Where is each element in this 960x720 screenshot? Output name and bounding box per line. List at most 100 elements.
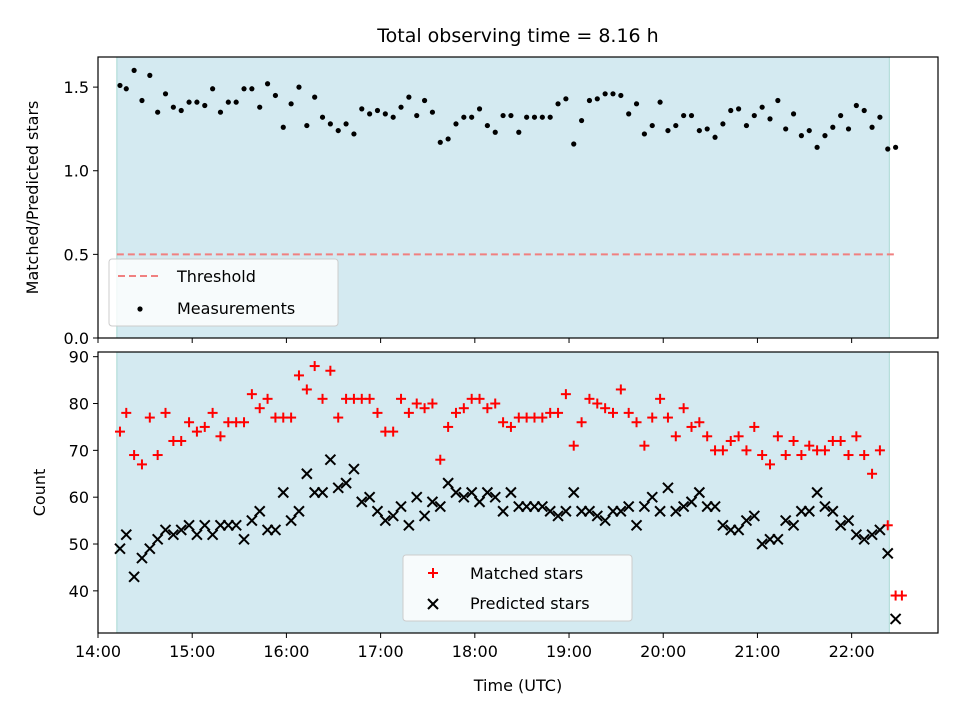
- measurement-point: [759, 104, 765, 110]
- predicted-point-b: [356, 496, 368, 508]
- matched-point: [435, 454, 446, 465]
- matched-point: [372, 407, 383, 418]
- predicted-point: [316, 486, 329, 499]
- predicted-point: [622, 500, 635, 513]
- predicted-point-b: [465, 486, 478, 499]
- matched-point: [121, 407, 132, 418]
- predicted-point-b: [834, 519, 847, 531]
- measurement-point: [657, 99, 663, 105]
- matched-point: [207, 407, 218, 418]
- measurement-point: [822, 133, 828, 139]
- predicted-point-b: [230, 519, 242, 531]
- matched-point: [788, 435, 799, 446]
- measurement-point: [783, 126, 789, 132]
- matched-point: [396, 393, 407, 404]
- predicted-point-b: [882, 547, 894, 560]
- predicted-point: [568, 486, 580, 499]
- predicted-point-b: [473, 496, 486, 508]
- predicted-point-b: [128, 571, 140, 583]
- predicted-point-b: [324, 454, 337, 466]
- bottom-y-tick-label: 40: [69, 582, 89, 601]
- predicted-point-b: [677, 500, 690, 513]
- measurement-point: [869, 124, 875, 130]
- bottom-legend: Matched stars Predicted stars: [402, 554, 633, 622]
- measurement-point: [453, 121, 459, 127]
- measurement-point: [186, 99, 192, 105]
- predicted-point: [363, 491, 376, 503]
- legend-matched-marker: [428, 568, 438, 578]
- matched-point: [615, 384, 626, 395]
- matched-point: [152, 450, 163, 461]
- x-tick-label: 18:00: [452, 642, 498, 661]
- measurement-point: [147, 72, 153, 78]
- measurement-point: [374, 107, 381, 114]
- measurement-point: [594, 96, 600, 102]
- predicted-point-b: [787, 519, 800, 531]
- predicted-point-b: [717, 519, 729, 531]
- matched-point: [239, 417, 250, 428]
- matched-point: [867, 468, 878, 479]
- matched-point: [670, 431, 681, 442]
- measurement-point: [233, 99, 239, 105]
- predicted-point-b: [379, 514, 392, 527]
- measurement-point: [830, 124, 836, 130]
- top-y-tick-label: 1.0: [64, 162, 89, 181]
- measurement-point: [712, 134, 718, 140]
- predicted-point: [387, 510, 399, 522]
- predicted-point: [842, 514, 855, 527]
- bottom-x-axis: 14:00 15:00 16:00 17:00 18:00 19:00 20:00 21:00…: [75, 633, 875, 661]
- predicted-point-b: [269, 524, 282, 536]
- predicted-point-b: [740, 514, 753, 527]
- measurement-point: [571, 141, 577, 147]
- measurement-point: [327, 121, 333, 127]
- predicted-point-b: [458, 491, 470, 503]
- predicted-point-b: [889, 613, 902, 625]
- predicted-point-b: [874, 524, 886, 536]
- predicted-point: [167, 528, 180, 541]
- predicted-point: [175, 524, 187, 536]
- predicted-point-b: [175, 524, 187, 536]
- predicted-point: [866, 528, 878, 541]
- predicted-point: [756, 538, 768, 550]
- measurement-point: [390, 114, 396, 120]
- predicted-point-b: [167, 528, 180, 541]
- matched-point: [537, 412, 548, 423]
- measurement-point: [406, 94, 412, 100]
- predicted-point-b: [615, 505, 627, 517]
- predicted-point-b: [246, 514, 258, 527]
- measurement-point: [139, 97, 145, 104]
- measurement-point: [578, 117, 585, 124]
- predicted-star-points: [114, 454, 902, 625]
- matched-point: [309, 361, 320, 372]
- measurement-point: [257, 104, 263, 110]
- measurement-point: [665, 127, 671, 134]
- matched-point: [144, 412, 155, 423]
- measurement-point: [845, 126, 852, 132]
- matched-point: [655, 393, 666, 404]
- measurement-point: [382, 111, 388, 117]
- predicted-point: [858, 533, 870, 546]
- predicted-point-b: [622, 500, 635, 513]
- measurement-point: [626, 111, 632, 117]
- measurement-point: [539, 114, 545, 120]
- predicted-point-b: [285, 514, 297, 527]
- x-tick-label: 14:00: [75, 642, 121, 661]
- measurement-point: [508, 112, 514, 119]
- predicted-point: [434, 500, 446, 513]
- matched-point: [843, 450, 854, 461]
- matched-point: [254, 403, 265, 414]
- matched-point: [835, 435, 846, 446]
- measurement-point: [853, 102, 859, 109]
- predicted-point-b: [536, 500, 549, 513]
- predicted-point: [151, 533, 164, 546]
- measurement-point: [555, 101, 561, 107]
- predicted-point-b: [340, 477, 352, 489]
- bottom-y-tick-label: 90: [69, 348, 89, 367]
- matched-point: [286, 412, 297, 423]
- measurement-point: [264, 81, 271, 87]
- predicted-point: [874, 524, 886, 536]
- predicted-point-b: [120, 528, 132, 541]
- predicted-point-b: [544, 505, 556, 517]
- predicted-point: [779, 514, 792, 527]
- predicted-point: [230, 519, 242, 531]
